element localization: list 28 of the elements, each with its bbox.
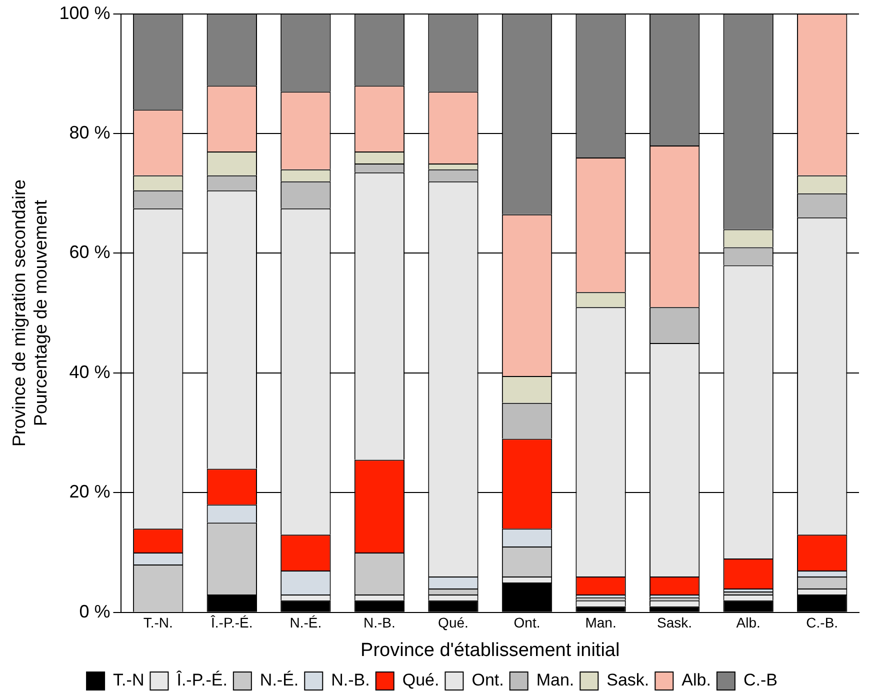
y-tick-label: 80 %	[69, 122, 110, 142]
x-tick-label: N.-É.	[290, 614, 322, 631]
legend-label: N.-É.	[260, 670, 299, 690]
legend-label: Man.	[536, 670, 574, 690]
y-tick-label: 60 %	[69, 242, 110, 262]
legend-label: Sask.	[606, 670, 650, 690]
x-tick-label: Qué.	[438, 614, 468, 631]
x-tick-label: Sask.	[657, 614, 692, 631]
x-tick-label: Ont.	[514, 614, 540, 631]
x-tick-label: Alb.	[736, 614, 760, 631]
x-tick-label: T.-N.	[143, 614, 173, 631]
x-tick-label: Î.-P.-É.	[210, 614, 253, 631]
x-tick-label: Man.	[585, 614, 616, 631]
legend-label: Î.-P.-É.	[176, 670, 228, 690]
y-tick-label: 100 %	[59, 2, 110, 23]
legend-label: C.-B	[743, 670, 778, 690]
legend-label: N.-B.	[331, 670, 370, 690]
x-axis-title: Province d'établissement initial	[360, 640, 620, 661]
y-tick-label: 40 %	[69, 362, 110, 382]
y-axis-title: Province de migration secondaire Pourcentage de mouvement	[8, 180, 50, 447]
legend-label: Ont.	[472, 670, 504, 690]
x-tick-label: N.-B.	[364, 614, 396, 631]
legend-label: T.-N	[113, 670, 144, 690]
x-tick-label: C.-B.	[806, 614, 838, 631]
y-tick-label: 0 %	[79, 601, 110, 622]
legend-label: Qué.	[402, 670, 440, 690]
y-tick-label: 20 %	[69, 482, 110, 502]
legend-label: Alb.	[682, 670, 711, 690]
